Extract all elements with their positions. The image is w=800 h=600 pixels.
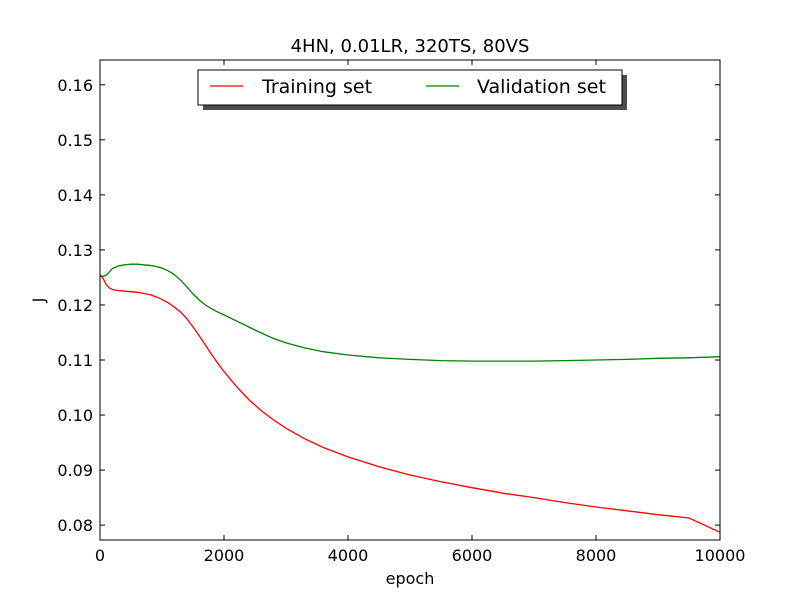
y-axis-ticks: 0.08 0.09 0.10 0.11 0.12 0.13 0.14 0.15 0.16 [57, 76, 720, 535]
legend-items: Training set Validation set [210, 76, 606, 98]
legend-label: Validation set [477, 76, 606, 98]
x-tick-label: 6000 [452, 546, 493, 565]
legend-label: Training set [261, 76, 372, 98]
series-line-0 [99, 274, 721, 533]
plot-series [99, 263, 721, 533]
series-line-1 [100, 263, 721, 362]
chart-title: 4HN, 0.01LR, 320TS, 80VS [291, 36, 530, 57]
x-tick-label: 0 [95, 546, 105, 565]
x-tick-label: 2000 [204, 546, 245, 565]
x-axis-ticks: 0 2000 4000 6000 8000 10000 [95, 60, 746, 565]
x-tick-label: 10000 [695, 546, 746, 565]
x-tick-label: 8000 [576, 546, 617, 565]
y-tick-label: 0.14 [57, 186, 93, 205]
legend: Training set Validation set [197, 69, 627, 110]
x-axis-label: epoch [386, 569, 435, 588]
y-axis-label: J [29, 298, 48, 304]
plot-frame [99, 59, 721, 541]
y-tick-label: 0.16 [57, 76, 93, 95]
y-tick-label: 0.10 [57, 406, 93, 425]
legend-box [197, 69, 623, 106]
y-tick-label: 0.09 [57, 461, 93, 480]
x-tick-label: 4000 [328, 546, 369, 565]
y-tick-label: 0.12 [57, 296, 93, 315]
y-tick-label: 0.08 [57, 516, 93, 535]
y-tick-label: 0.11 [57, 351, 93, 370]
y-tick-label: 0.15 [57, 131, 93, 150]
y-tick-label: 0.13 [57, 241, 93, 260]
